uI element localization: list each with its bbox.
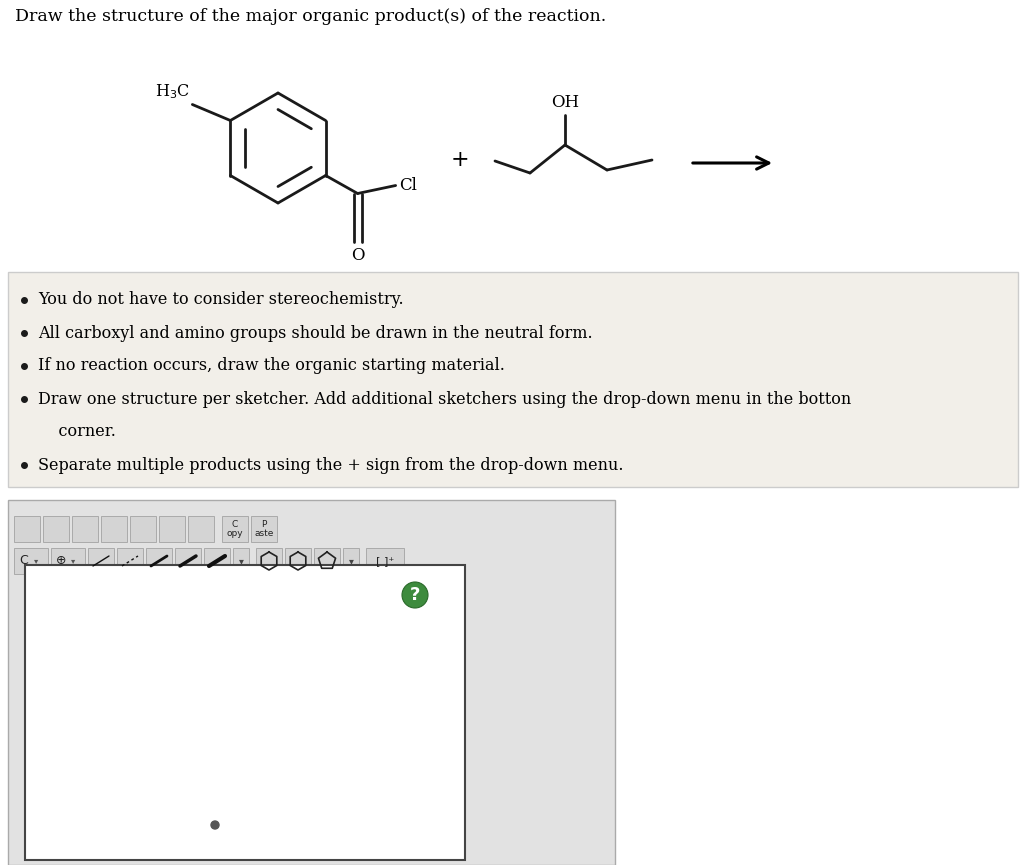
Text: O: O — [351, 247, 365, 264]
Bar — [285, 548, 311, 574]
Text: H$_3$C: H$_3$C — [156, 83, 190, 101]
Text: All carboxyl and amino groups should be drawn in the neutral form.: All carboxyl and amino groups should be … — [38, 324, 593, 342]
Bar — [130, 516, 156, 542]
Text: ⊕: ⊕ — [55, 554, 67, 567]
Bar — [222, 516, 248, 542]
Bar — [88, 548, 114, 574]
Bar — [366, 548, 404, 574]
Bar — [101, 516, 127, 542]
Bar — [43, 516, 69, 542]
Bar — [72, 516, 98, 542]
Bar — [256, 548, 282, 574]
Bar — [51, 548, 85, 574]
Text: If no reaction occurs, draw the organic starting material.: If no reaction occurs, draw the organic … — [38, 357, 505, 375]
Bar — [8, 272, 1018, 487]
Bar — [233, 548, 249, 574]
Bar — [314, 548, 340, 574]
Text: ▾: ▾ — [239, 556, 244, 566]
Text: OH: OH — [551, 94, 579, 111]
Bar — [8, 500, 615, 865]
Text: Draw the structure of the major organic product(s) of the reaction.: Draw the structure of the major organic … — [15, 8, 606, 25]
Text: [ ]⁺: [ ]⁺ — [376, 556, 394, 566]
Bar — [188, 516, 214, 542]
Text: +: + — [451, 149, 469, 171]
Text: ▾: ▾ — [348, 556, 353, 566]
Bar — [146, 548, 172, 574]
Text: Cl: Cl — [398, 177, 417, 194]
Text: corner.: corner. — [38, 424, 116, 440]
Bar — [204, 548, 230, 574]
Bar — [117, 548, 143, 574]
Text: Draw one structure per sketcher. Add additional sketchers using the drop-down me: Draw one structure per sketcher. Add add… — [38, 390, 851, 407]
Bar — [343, 548, 359, 574]
Text: C
opy: C opy — [226, 520, 244, 538]
Circle shape — [402, 582, 428, 608]
Text: P
aste: P aste — [254, 520, 273, 538]
Bar — [25, 565, 465, 860]
Bar — [251, 516, 278, 542]
Circle shape — [211, 821, 219, 829]
Bar — [14, 548, 48, 574]
Text: C: C — [19, 554, 29, 567]
Bar — [14, 516, 40, 542]
Text: Separate multiple products using the + sign from the drop-down menu.: Separate multiple products using the + s… — [38, 457, 624, 473]
Bar — [159, 516, 185, 542]
Bar — [175, 548, 201, 574]
Text: ▾: ▾ — [34, 556, 38, 566]
Text: ▾: ▾ — [71, 556, 75, 566]
Text: You do not have to consider stereochemistry.: You do not have to consider stereochemis… — [38, 292, 403, 309]
Text: ?: ? — [410, 586, 420, 604]
